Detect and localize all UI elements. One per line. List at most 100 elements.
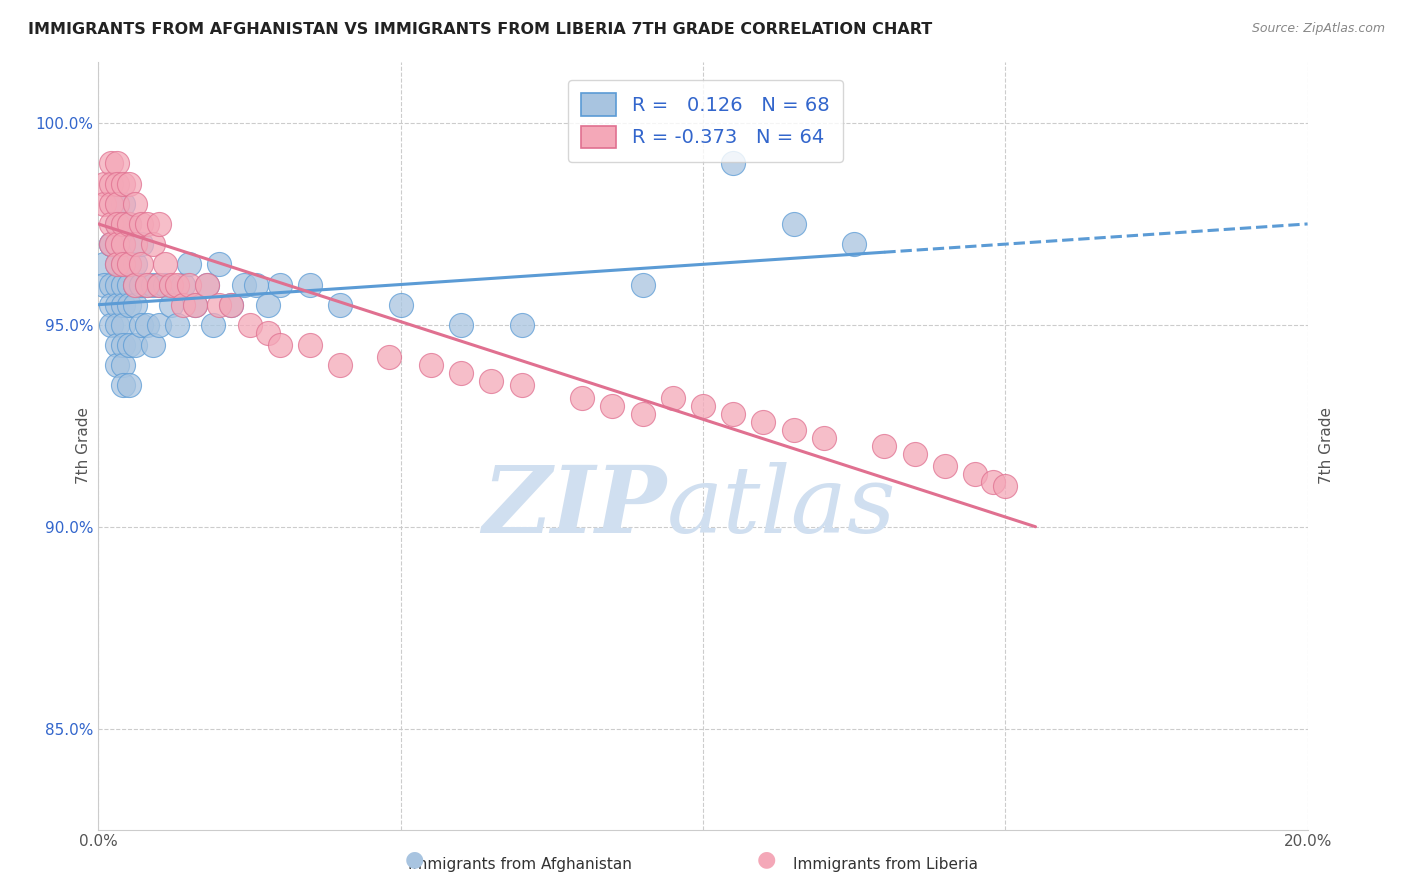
Point xyxy=(105,257,128,271)
Point xyxy=(105,217,128,231)
Point xyxy=(245,277,267,292)
Point xyxy=(105,196,128,211)
Point xyxy=(389,298,412,312)
Point xyxy=(160,298,183,312)
Point xyxy=(994,479,1017,493)
Point xyxy=(420,358,443,372)
Point xyxy=(111,298,134,312)
Point xyxy=(105,237,128,252)
Text: Immigrants from Afghanistan: Immigrants from Afghanistan xyxy=(408,857,633,872)
Point xyxy=(221,298,243,312)
Point xyxy=(450,318,472,332)
Text: ●: ● xyxy=(405,849,425,869)
Point xyxy=(129,257,152,271)
Point xyxy=(129,217,152,231)
Point xyxy=(184,298,207,312)
Point xyxy=(602,399,624,413)
Point xyxy=(166,277,188,292)
Point xyxy=(105,257,128,271)
Point xyxy=(269,338,291,352)
Point xyxy=(100,237,122,252)
Point xyxy=(124,298,146,312)
Point xyxy=(111,257,134,271)
Point xyxy=(148,277,170,292)
Point xyxy=(105,237,128,252)
Point xyxy=(450,367,472,381)
Text: ZIP: ZIP xyxy=(482,462,666,552)
Point xyxy=(100,156,122,170)
Point xyxy=(160,277,183,292)
Point xyxy=(105,318,128,332)
Point xyxy=(111,338,134,352)
Point xyxy=(100,298,122,312)
Point xyxy=(118,338,141,352)
Point xyxy=(118,217,141,231)
Y-axis label: 7th Grade: 7th Grade xyxy=(1319,408,1334,484)
Point xyxy=(269,277,291,292)
Point xyxy=(111,217,134,231)
Point xyxy=(124,277,146,292)
Point xyxy=(232,277,254,292)
Point xyxy=(172,277,194,292)
Text: IMMIGRANTS FROM AFGHANISTAN VS IMMIGRANTS FROM LIBERIA 7TH GRADE CORRELATION CHA: IMMIGRANTS FROM AFGHANISTAN VS IMMIGRANT… xyxy=(28,22,932,37)
Point xyxy=(981,475,1004,490)
Text: Source: ZipAtlas.com: Source: ZipAtlas.com xyxy=(1251,22,1385,36)
Point xyxy=(100,196,122,211)
Point xyxy=(783,423,806,437)
Text: atlas: atlas xyxy=(666,462,896,552)
Point xyxy=(124,257,146,271)
Point xyxy=(377,350,399,364)
Point xyxy=(965,467,987,482)
Point xyxy=(93,177,115,191)
Point xyxy=(129,318,152,332)
Point xyxy=(111,378,134,392)
Point xyxy=(93,277,115,292)
Point xyxy=(661,391,683,405)
Point xyxy=(813,431,835,445)
Point xyxy=(208,257,231,271)
Point xyxy=(692,399,714,413)
Point xyxy=(329,298,352,312)
Point xyxy=(111,217,134,231)
Point xyxy=(135,277,157,292)
Point xyxy=(723,407,745,421)
Point xyxy=(124,277,146,292)
Point xyxy=(111,196,134,211)
Point xyxy=(873,439,896,453)
Point xyxy=(148,318,170,332)
Point xyxy=(111,277,134,292)
Point xyxy=(111,257,134,271)
Point xyxy=(100,177,122,191)
Point xyxy=(166,318,188,332)
Point xyxy=(111,318,134,332)
Point xyxy=(118,277,141,292)
Point xyxy=(124,196,146,211)
Point xyxy=(118,177,141,191)
Point xyxy=(105,156,128,170)
Point xyxy=(510,318,533,332)
Point xyxy=(256,326,278,340)
Point xyxy=(105,298,128,312)
Point xyxy=(783,217,806,231)
Text: ●: ● xyxy=(756,849,776,869)
Point xyxy=(153,277,176,292)
Point xyxy=(100,318,122,332)
Point xyxy=(179,257,201,271)
Point xyxy=(844,237,866,252)
Point xyxy=(934,459,956,474)
Point xyxy=(105,338,128,352)
Point xyxy=(118,257,141,271)
Point xyxy=(904,447,927,461)
Point xyxy=(93,257,115,271)
Point xyxy=(723,156,745,170)
Point xyxy=(256,298,278,312)
Point xyxy=(129,237,152,252)
Point xyxy=(93,196,115,211)
Point xyxy=(100,237,122,252)
Point xyxy=(571,391,593,405)
Point xyxy=(239,318,262,332)
Point xyxy=(153,257,176,271)
Point xyxy=(135,277,157,292)
Point xyxy=(148,277,170,292)
Point xyxy=(481,375,503,389)
